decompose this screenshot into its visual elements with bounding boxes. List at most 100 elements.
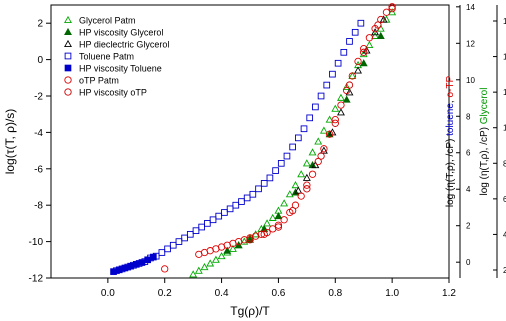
- right-tick-label: 10: [503, 124, 506, 133]
- data-point: [382, 8, 391, 16]
- data-point: [337, 101, 345, 109]
- data-point: [340, 48, 348, 56]
- data-point: [238, 198, 245, 205]
- legend-label: HP viscosity Toluene: [79, 64, 162, 74]
- y-tick-label: -10: [29, 237, 44, 248]
- x-tick-label: 0.4: [215, 288, 229, 299]
- legend-marker: [64, 88, 72, 96]
- legend-marker: [64, 64, 72, 72]
- data-point: [345, 88, 354, 96]
- right-tick-label: 10: [466, 76, 475, 85]
- data-point: [319, 146, 328, 154]
- data-point: [371, 31, 380, 39]
- data-point: [138, 259, 146, 266]
- data-point: [144, 256, 151, 264]
- right-tick-label: 4: [466, 185, 471, 194]
- data-point: [325, 115, 334, 123]
- data-point: [342, 82, 351, 90]
- data-point: [331, 116, 339, 124]
- data-point: [291, 181, 300, 189]
- data-point: [354, 66, 362, 74]
- data-point: [342, 95, 351, 103]
- data-point: [115, 266, 123, 274]
- data-point: [211, 255, 220, 263]
- data-point: [266, 174, 274, 182]
- plot-area: [50, 4, 450, 279]
- legend-marker: [64, 15, 72, 24]
- data-point: [132, 261, 140, 268]
- legend-label: Glycerol Patm: [79, 16, 136, 26]
- y-tick-label: -6: [34, 164, 43, 175]
- right-tick-label: 4: [503, 230, 506, 239]
- data-point: [161, 265, 169, 273]
- data-point: [246, 236, 254, 244]
- data-point: [317, 152, 325, 160]
- data-point: [308, 170, 317, 178]
- data-point: [325, 130, 334, 138]
- x-axis: 0.0 0.2 0.4 0.6 0.8 1.0 1.2 Tg(ρ)/T: [101, 278, 456, 318]
- data-point: [110, 268, 117, 275]
- data-point: [320, 145, 328, 153]
- data-point: [371, 28, 380, 36]
- data-point: [206, 259, 215, 267]
- data-point: [175, 238, 183, 245]
- data-point: [348, 71, 357, 79]
- data-point: [158, 249, 166, 256]
- x-tick-label: 1.0: [385, 288, 399, 299]
- data-point: [357, 19, 365, 27]
- right-tick-label: 2: [503, 266, 506, 275]
- legend-marker: [64, 76, 72, 84]
- data-point: [274, 223, 283, 231]
- data-point: [272, 167, 279, 174]
- legend: Glycerol Patm HP viscosity Glycerol HP die…: [64, 15, 169, 98]
- data-point: [314, 137, 323, 145]
- right-axis-label-part: Glycerol: [479, 88, 490, 125]
- data-point: [388, 4, 396, 13]
- right-tick-label: 14: [503, 53, 506, 62]
- data-point: [121, 264, 129, 272]
- data-point: [192, 227, 200, 235]
- data-point: [303, 185, 311, 193]
- data-point: [379, 15, 388, 23]
- data-point: [323, 81, 331, 89]
- data-point: [346, 38, 353, 45]
- right-axis-toluene-otp: 0 2 4 6 8 10 12 14 log (η(T,ρ), /cP) toluene, o-…: [445, 3, 475, 278]
- data-point: [388, 3, 396, 11]
- data-point: [319, 126, 328, 134]
- right-axis-label-part: log (η(T,ρ), /cP): [479, 124, 490, 195]
- y-axis: -12 -10 -8 -6 -4 -2 0 2 log(τ(T, ρ)/s): [3, 19, 51, 285]
- data-point: [228, 244, 237, 252]
- data-point: [289, 143, 296, 151]
- right-tick-label: 8: [466, 112, 471, 121]
- data-point: [297, 192, 305, 200]
- data-point: [365, 34, 374, 42]
- data-point: [232, 201, 240, 209]
- data-point: [217, 252, 226, 260]
- data-point: [285, 190, 294, 198]
- legend-label: oTP Patm: [79, 76, 119, 86]
- series-2: [294, 15, 388, 194]
- data-point: [308, 148, 317, 156]
- legend-marker: [64, 39, 72, 48]
- data-point: [388, 8, 397, 16]
- data-point: [337, 93, 345, 101]
- data-point: [164, 245, 171, 253]
- data-point: [294, 134, 302, 142]
- data-point: [274, 221, 283, 229]
- data-point: [251, 230, 260, 238]
- data-point: [198, 223, 206, 231]
- x-tick-label: 0.8: [328, 288, 342, 299]
- legend-marker: [64, 27, 72, 36]
- series-6: [246, 4, 396, 244]
- data-point: [277, 160, 285, 167]
- right-tick-label: 8: [503, 159, 506, 168]
- series-3: [113, 19, 365, 275]
- data-point: [194, 266, 203, 274]
- x-tick-label: 0.6: [271, 288, 285, 299]
- data-point: [365, 40, 374, 49]
- data-point: [189, 270, 198, 278]
- data-point: [280, 216, 288, 224]
- data-point: [317, 92, 325, 100]
- data-point: [283, 152, 291, 160]
